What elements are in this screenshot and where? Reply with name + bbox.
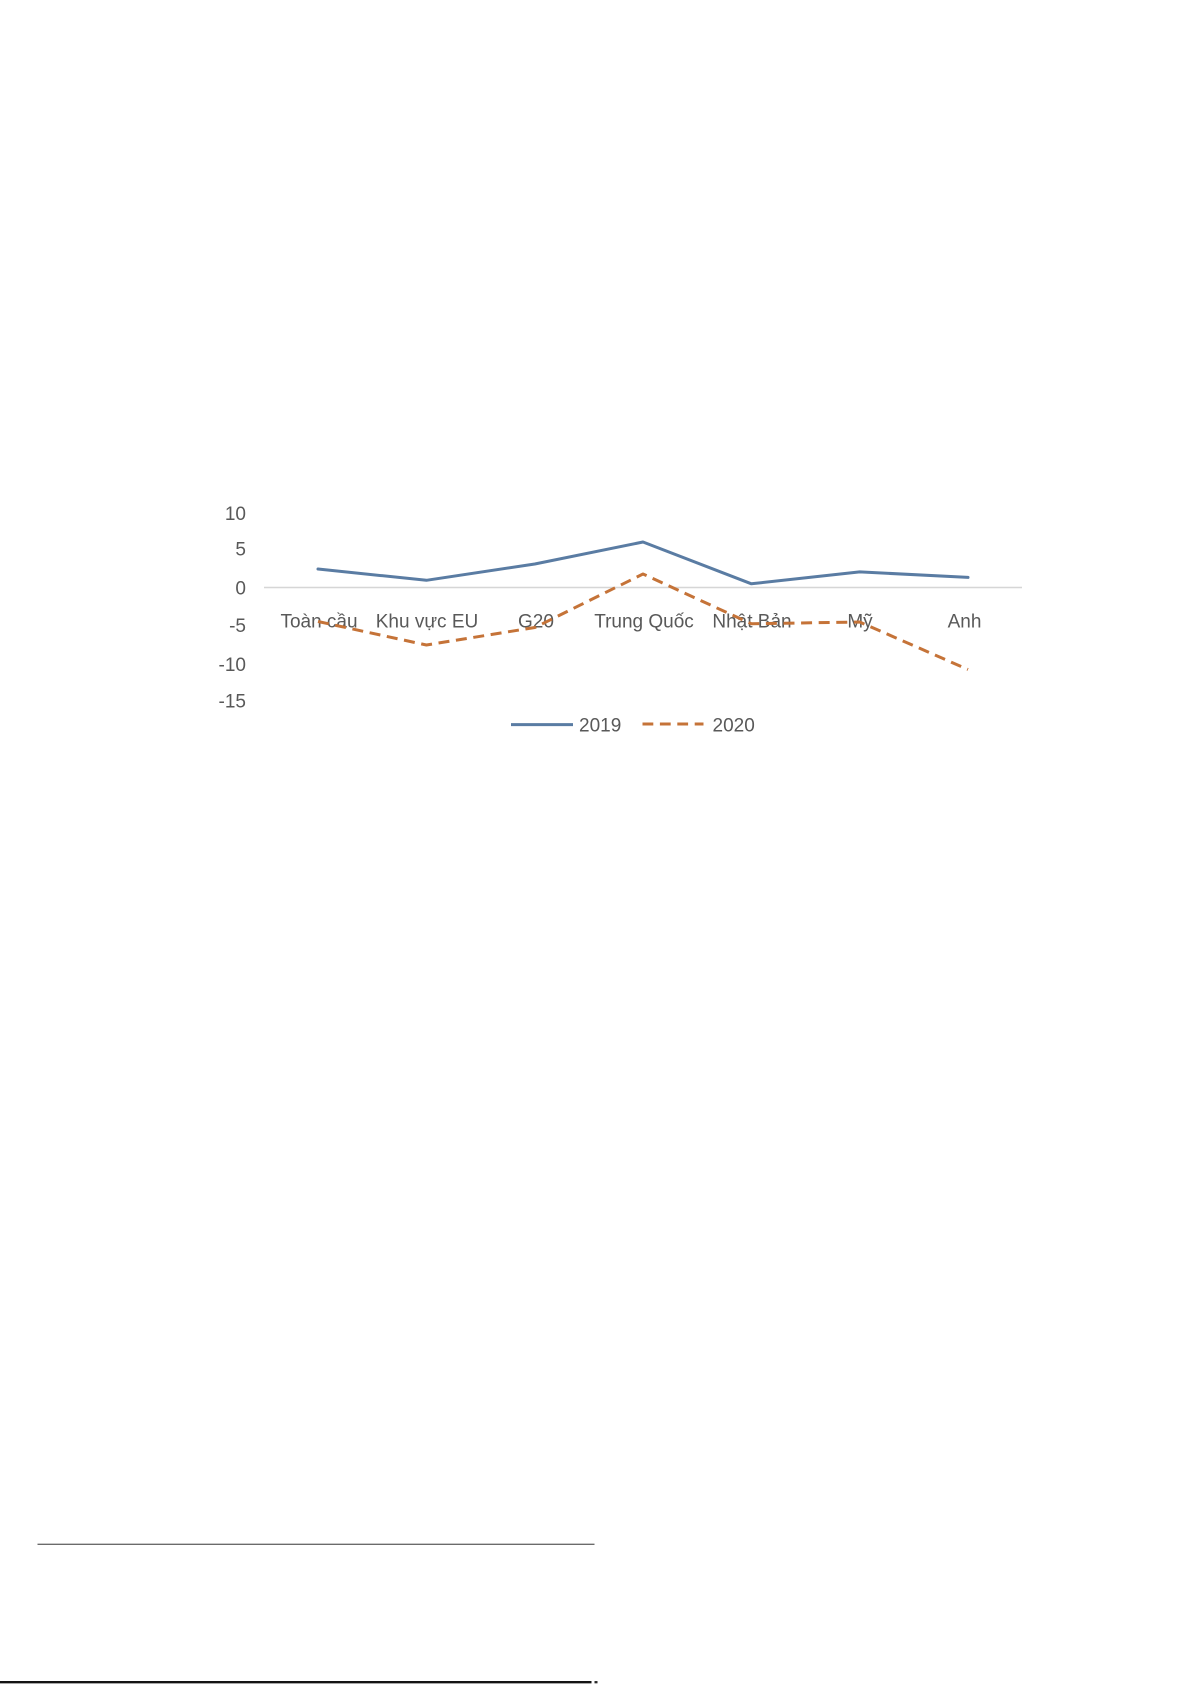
svg-text:2019: 2019 xyxy=(579,716,621,737)
svg-text:2020: 2020 xyxy=(713,716,755,737)
svg-text:-15: -15 xyxy=(219,692,246,713)
svg-text:0: 0 xyxy=(235,578,246,599)
svg-text:5: 5 xyxy=(235,539,246,560)
svg-text:Khu vực EU: Khu vực EU xyxy=(376,612,478,633)
svg-text:-5: -5 xyxy=(229,616,246,637)
svg-text:Nhật Bản: Nhật Bản xyxy=(712,612,791,633)
svg-text:-10: -10 xyxy=(219,655,246,676)
svg-text:10: 10 xyxy=(225,504,246,525)
svg-text:Trung Quốc: Trung Quốc xyxy=(594,612,694,633)
svg-text:Anh: Anh xyxy=(948,612,982,633)
